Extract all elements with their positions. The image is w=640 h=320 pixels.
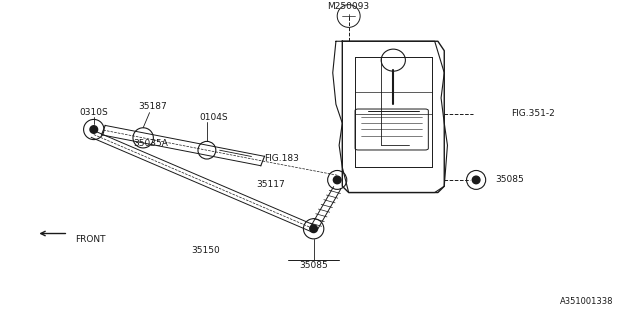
Text: FRONT: FRONT [75, 235, 105, 244]
Ellipse shape [333, 176, 341, 184]
Text: 35085: 35085 [495, 175, 524, 184]
Text: M250093: M250093 [328, 2, 370, 11]
FancyBboxPatch shape [355, 109, 428, 150]
Text: 35150: 35150 [191, 246, 220, 255]
Text: A351001338: A351001338 [559, 297, 613, 306]
Ellipse shape [90, 126, 98, 133]
Text: 35035A: 35035A [134, 139, 168, 148]
Ellipse shape [310, 225, 317, 233]
Text: 35187: 35187 [138, 102, 167, 111]
Ellipse shape [472, 176, 480, 184]
Text: 35085: 35085 [300, 260, 328, 269]
Text: 0310S: 0310S [79, 108, 108, 117]
Text: 35117: 35117 [256, 180, 285, 189]
Text: 0104S: 0104S [199, 113, 228, 122]
Text: FIG.351-2: FIG.351-2 [511, 109, 555, 118]
Text: FIG.183: FIG.183 [264, 154, 299, 163]
